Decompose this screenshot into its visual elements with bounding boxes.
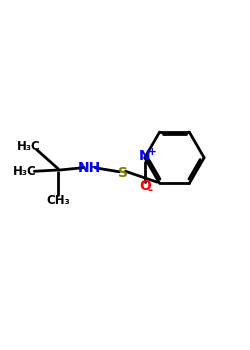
Text: CH₃: CH₃: [46, 195, 70, 208]
Text: N: N: [139, 149, 150, 163]
Text: NH: NH: [78, 161, 101, 175]
Text: S: S: [118, 166, 128, 180]
Text: -: -: [148, 184, 153, 197]
Text: H₃C: H₃C: [17, 140, 40, 153]
Text: O: O: [139, 179, 151, 193]
Text: +: +: [148, 147, 156, 157]
Text: H₃C: H₃C: [13, 165, 37, 178]
